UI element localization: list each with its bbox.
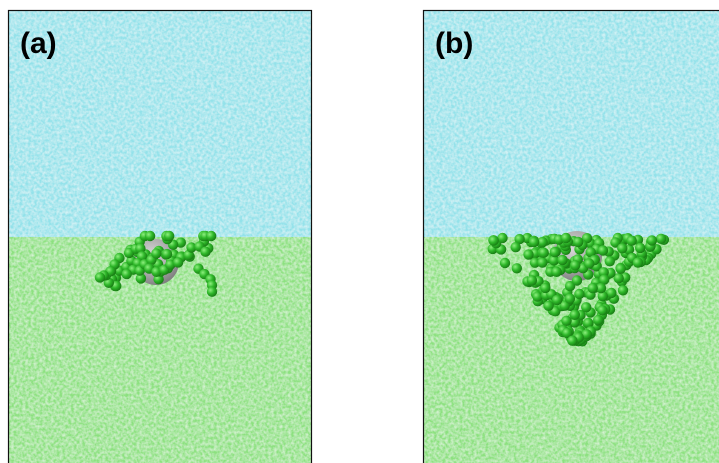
bead <box>561 233 571 243</box>
bead <box>605 256 615 266</box>
bead <box>500 258 510 268</box>
bead <box>597 305 607 315</box>
bead <box>656 234 666 244</box>
bead <box>588 283 598 293</box>
bead <box>574 289 584 299</box>
bead <box>537 257 547 267</box>
bead <box>543 301 553 311</box>
bead <box>489 235 499 245</box>
bead <box>527 275 537 285</box>
bead <box>565 293 575 303</box>
bead <box>570 310 580 320</box>
bead <box>627 236 637 246</box>
bead <box>593 315 603 325</box>
bead <box>573 237 583 247</box>
panel-label: (b) <box>435 27 473 60</box>
bead <box>616 264 626 274</box>
bead <box>550 247 560 257</box>
bead <box>511 242 521 252</box>
figure: (a) (b) <box>0 0 719 463</box>
bead <box>122 269 132 279</box>
bead <box>164 231 174 241</box>
page: (a) (b) (() => { const data = JSON.parse… <box>0 0 719 463</box>
panel-label: (a) <box>20 27 57 60</box>
bead <box>151 248 161 258</box>
bead <box>523 249 533 259</box>
bead <box>551 267 561 277</box>
bead <box>561 316 571 326</box>
bead <box>598 245 608 255</box>
bead <box>581 302 591 312</box>
bead <box>635 243 645 253</box>
bead <box>584 258 594 268</box>
bead <box>95 272 105 282</box>
bead <box>647 235 657 245</box>
bead <box>572 275 582 285</box>
bead <box>162 249 172 259</box>
bead <box>539 248 549 258</box>
bead <box>145 231 155 241</box>
bead <box>497 233 507 243</box>
panel-b: (b) <box>423 10 719 463</box>
bead <box>557 255 567 265</box>
bead <box>173 257 183 267</box>
bead <box>529 237 539 247</box>
bead <box>207 287 217 297</box>
bead <box>552 295 562 305</box>
bead <box>540 283 550 293</box>
bead <box>200 247 210 257</box>
bead <box>618 285 628 295</box>
bead <box>512 263 522 273</box>
bead <box>617 243 627 253</box>
panel-a: (a) <box>8 10 312 463</box>
bead <box>206 231 216 241</box>
bead <box>567 336 577 346</box>
bead <box>633 257 643 267</box>
bead <box>570 260 580 270</box>
